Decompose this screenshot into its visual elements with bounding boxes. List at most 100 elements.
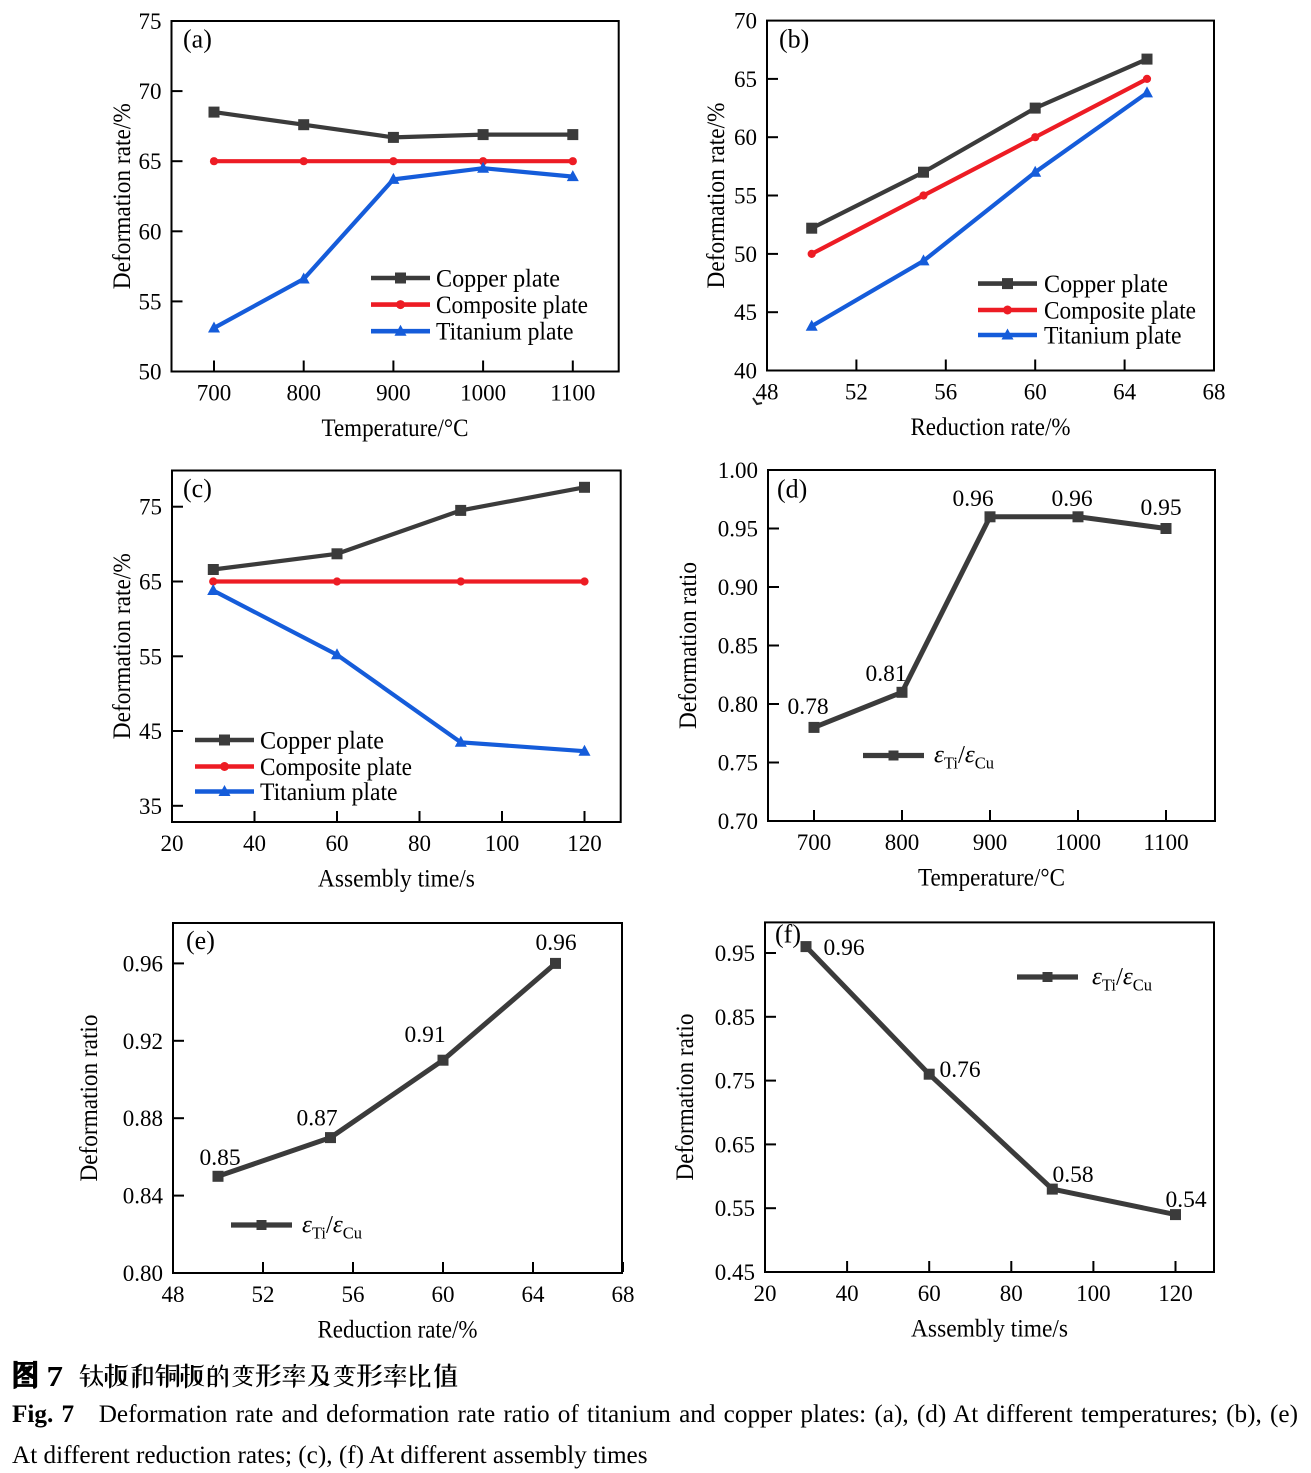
svg-text:64: 64	[1113, 380, 1137, 405]
svg-text:0.76: 0.76	[939, 1057, 980, 1083]
svg-text:20: 20	[161, 831, 184, 856]
svg-text:1.00: 1.00	[718, 458, 758, 483]
svg-text:0.96: 0.96	[1051, 486, 1092, 512]
svg-text:48: 48	[756, 380, 779, 405]
svg-text:1100: 1100	[1143, 830, 1188, 855]
svg-text:0.45: 0.45	[715, 1260, 755, 1285]
svg-text:εTi/εCu: εTi/εCu	[302, 1212, 362, 1243]
svg-text:68: 68	[612, 1282, 635, 1307]
svg-text:60: 60	[734, 125, 757, 150]
svg-text:0.92: 0.92	[123, 1029, 163, 1054]
svg-text:(c): (c)	[183, 474, 212, 503]
svg-text:0.95: 0.95	[1140, 495, 1181, 521]
svg-text:40: 40	[836, 1281, 859, 1306]
svg-text:56: 56	[342, 1282, 365, 1307]
svg-text:Deformation rate/%: Deformation rate/%	[109, 103, 136, 289]
svg-text:Deformation ratio: Deformation ratio	[675, 562, 702, 729]
svg-text:(d): (d)	[777, 475, 807, 504]
svg-text:0.78: 0.78	[787, 694, 828, 720]
svg-text:50: 50	[139, 360, 162, 385]
svg-text:60: 60	[326, 831, 349, 856]
svg-text:Assembly time/s: Assembly time/s	[911, 1316, 1068, 1343]
svg-text:800: 800	[885, 830, 920, 855]
svg-text:120: 120	[567, 831, 602, 856]
svg-text:0.58: 0.58	[1052, 1162, 1093, 1188]
svg-text:Titanium plate: Titanium plate	[436, 319, 574, 346]
svg-text:0.70: 0.70	[718, 809, 758, 834]
svg-text:Temperature/°C: Temperature/°C	[918, 865, 1065, 892]
svg-text:52: 52	[252, 1282, 275, 1307]
svg-text:60: 60	[918, 1281, 941, 1306]
svg-text:0.85: 0.85	[718, 634, 758, 659]
svg-text:70: 70	[734, 9, 757, 34]
svg-text:0.91: 0.91	[404, 1022, 445, 1048]
svg-text:20: 20	[754, 1281, 777, 1306]
svg-text:Titanium plate: Titanium plate	[260, 779, 398, 806]
svg-text:0.85: 0.85	[199, 1145, 240, 1171]
svg-text:80: 80	[408, 831, 431, 856]
svg-text:Copper plate: Copper plate	[260, 728, 384, 755]
svg-text:56: 56	[934, 380, 957, 405]
svg-text:0.80: 0.80	[123, 1261, 163, 1286]
svg-text:0.96: 0.96	[123, 951, 163, 976]
svg-text:0.96: 0.96	[535, 930, 576, 956]
svg-text:900: 900	[376, 381, 411, 406]
svg-text:Temperature/°C: Temperature/°C	[322, 415, 469, 442]
svg-text:70: 70	[139, 79, 162, 104]
svg-text:0.55: 0.55	[715, 1196, 755, 1221]
svg-text:0.96: 0.96	[823, 935, 864, 961]
svg-text:45: 45	[734, 300, 757, 325]
svg-text:65: 65	[139, 570, 162, 595]
svg-text:Deformation rate/%: Deformation rate/%	[703, 103, 730, 289]
svg-text:1000: 1000	[460, 381, 506, 406]
svg-text:75: 75	[139, 495, 162, 520]
svg-text:0.87: 0.87	[296, 1106, 337, 1132]
svg-text:Deformation ratio: Deformation ratio	[672, 1014, 699, 1181]
svg-text:Composite plate: Composite plate	[436, 292, 588, 319]
svg-text:65: 65	[139, 149, 162, 174]
svg-text:0.95: 0.95	[715, 941, 755, 966]
svg-text:700: 700	[797, 830, 832, 855]
svg-text:1100: 1100	[550, 381, 595, 406]
svg-text:(e): (e)	[186, 926, 215, 955]
svg-text:0.81: 0.81	[865, 661, 906, 687]
svg-text:65: 65	[734, 67, 757, 92]
svg-text:900: 900	[973, 830, 1008, 855]
svg-text:0.80: 0.80	[718, 692, 758, 717]
svg-text:700: 700	[197, 381, 232, 406]
svg-text:(a): (a)	[183, 25, 212, 54]
svg-text:εTi/εCu: εTi/εCu	[934, 742, 994, 773]
svg-text:120: 120	[1158, 1281, 1193, 1306]
svg-text:68: 68	[1203, 380, 1226, 405]
svg-text:35: 35	[139, 794, 162, 819]
svg-text:1000: 1000	[1055, 830, 1101, 855]
svg-text:Deformation ratio: Deformation ratio	[76, 1015, 103, 1182]
svg-text:0.96: 0.96	[952, 486, 993, 512]
svg-text:Titanium plate: Titanium plate	[1044, 323, 1182, 350]
svg-text:50: 50	[734, 242, 757, 267]
svg-text:55: 55	[734, 184, 757, 209]
svg-text:40: 40	[734, 359, 757, 384]
svg-text:0.95: 0.95	[718, 517, 758, 542]
svg-text:800: 800	[286, 381, 321, 406]
svg-text:60: 60	[139, 219, 162, 244]
svg-text:80: 80	[1000, 1281, 1023, 1306]
svg-text:Composite plate: Composite plate	[1044, 298, 1196, 325]
svg-text:100: 100	[485, 831, 520, 856]
svg-text:Copper plate: Copper plate	[1044, 271, 1168, 298]
svg-text:100: 100	[1076, 1281, 1111, 1306]
svg-text:0.90: 0.90	[718, 575, 758, 600]
svg-text:40: 40	[243, 831, 266, 856]
svg-text:Reduction rate/%: Reduction rate/%	[318, 1317, 478, 1344]
svg-text:0.75: 0.75	[715, 1069, 755, 1094]
svg-text:(f): (f)	[775, 920, 801, 949]
svg-text:52: 52	[845, 380, 868, 405]
svg-text:0.85: 0.85	[715, 1005, 755, 1030]
svg-text:0.65: 0.65	[715, 1132, 755, 1157]
svg-text:7: 7	[47, 1362, 64, 1393]
svg-text:0.88: 0.88	[123, 1106, 163, 1131]
svg-text:60: 60	[1024, 380, 1047, 405]
svg-text:0.54: 0.54	[1165, 1187, 1206, 1213]
svg-text:55: 55	[139, 289, 162, 314]
svg-text:45: 45	[139, 719, 162, 744]
